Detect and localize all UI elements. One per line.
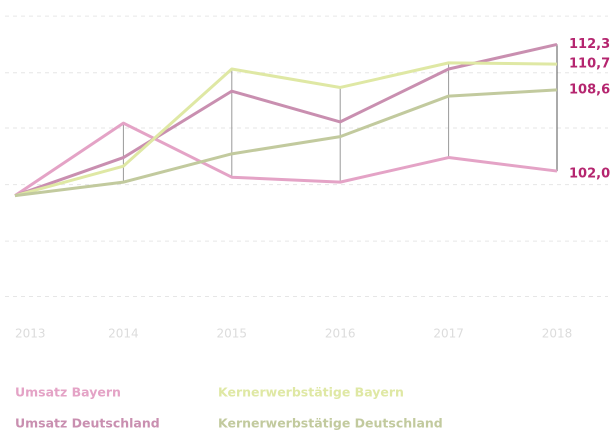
legend-entry: Umsatz Bayern (15, 385, 121, 400)
value-label: 112,3 (569, 37, 610, 52)
value-label: 102,0 (569, 167, 610, 182)
legend-entry: Kernerwerbstätige Deutschland (218, 416, 443, 431)
legend-entry: Umsatz Deutschland (15, 416, 160, 431)
x-tick-label: 2016 (325, 327, 356, 341)
series-line (14, 121, 558, 197)
series-line (14, 42, 558, 198)
x-tick-label: 2014 (108, 327, 139, 341)
series-line (14, 61, 558, 198)
x-tick-label: 2018 (542, 327, 573, 341)
value-label: 108,6 (569, 82, 610, 97)
x-tick-label: 2013 (15, 327, 46, 341)
series-line (14, 88, 558, 198)
legend-entry: Kernerwerbstätige Bayern (218, 385, 404, 400)
value-label: 110,7 (569, 57, 610, 72)
x-tick-label: 2017 (433, 327, 464, 341)
x-tick-label: 2015 (217, 327, 248, 341)
